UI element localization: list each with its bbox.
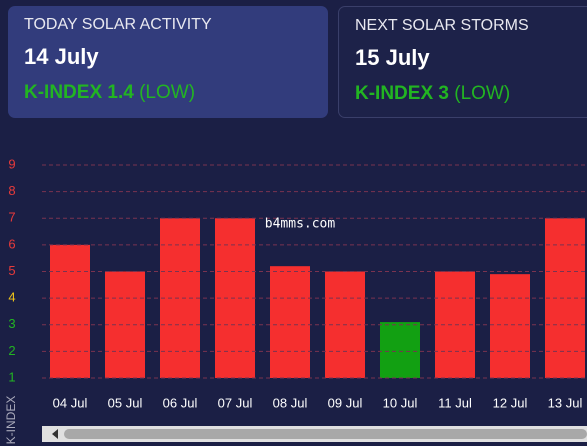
x-tick-label: 10 Jul [383, 395, 418, 410]
y-axis-label: K-INDEX [4, 396, 18, 445]
y-tick-label: 5 [8, 263, 15, 278]
x-tick-label: 08 Jul [273, 395, 308, 410]
y-tick-label: 6 [8, 236, 15, 251]
y-tick-label: 7 [8, 210, 15, 225]
y-tick-label: 8 [8, 183, 15, 198]
x-tick-label: 06 Jul [163, 395, 198, 410]
bar [545, 218, 585, 378]
y-tick-label: 9 [8, 156, 15, 171]
bar [490, 274, 530, 378]
level: (LOW) [139, 82, 196, 103]
y-tick-label: 3 [8, 316, 15, 331]
card-kindex: K-INDEX 1.4 (LOW) [24, 82, 312, 104]
y-tick-label: 4 [8, 290, 15, 305]
scroll-thumb[interactable] [64, 429, 587, 439]
bar [50, 244, 90, 378]
x-tick-label: 12 Jul [493, 395, 528, 410]
card-kindex: K-INDEX 3 (LOW) [355, 83, 581, 105]
today-card: TODAY SOLAR ACTIVITY 14 July K-INDEX 1.4… [8, 6, 328, 118]
x-tick-label: 09 Jul [328, 395, 363, 410]
card-date: 14 July [24, 44, 99, 69]
bar [160, 218, 200, 378]
x-tick-label: 13 Jul [548, 395, 583, 410]
watermark: b4mms.com [265, 217, 336, 232]
kindex: K-INDEX 3 [355, 83, 449, 104]
y-tick-label: 2 [8, 343, 15, 358]
x-tick-label: 11 Jul [438, 395, 472, 410]
bar [380, 322, 420, 378]
kindex: K-INDEX 1.4 [24, 82, 134, 103]
x-tick-label: 04 Jul [53, 395, 88, 410]
bar [105, 271, 145, 378]
x-tick-label: 07 Jul [218, 395, 253, 410]
bar [270, 266, 310, 378]
y-tick-label: 1 [8, 369, 15, 384]
next-card: NEXT SOLAR STORMS 15 July K-INDEX 3 (LOW… [338, 6, 587, 118]
scroll-left[interactable] [52, 429, 58, 439]
card-title: TODAY SOLAR ACTIVITY [24, 16, 212, 33]
card-title: NEXT SOLAR STORMS [355, 17, 529, 34]
x-tick-label: 05 Jul [108, 395, 143, 410]
level: (LOW) [454, 83, 511, 104]
card-date: 15 July [355, 45, 430, 70]
